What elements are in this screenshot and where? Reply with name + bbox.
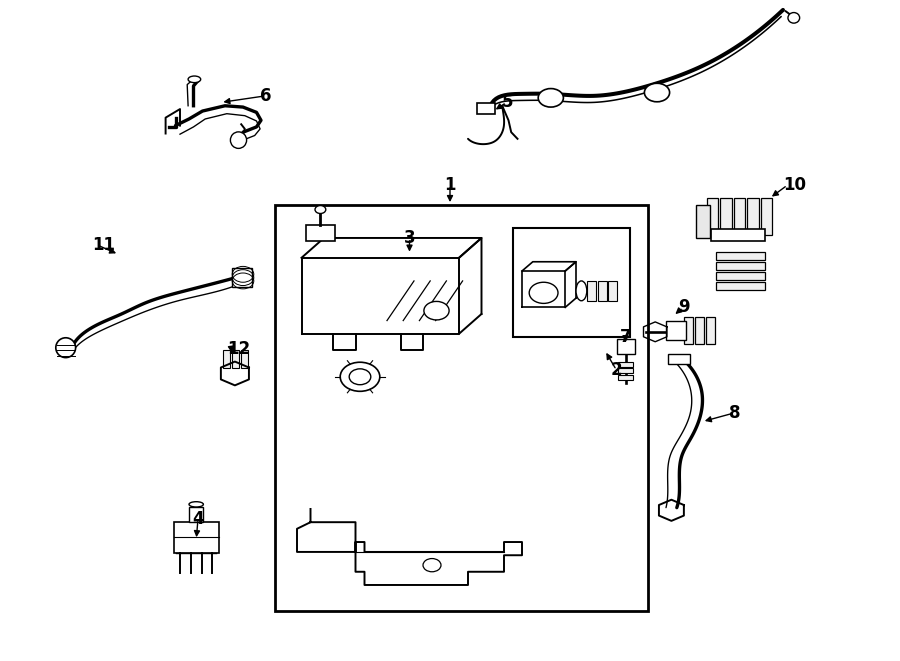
Text: 3: 3	[404, 229, 415, 247]
Text: 4: 4	[193, 510, 203, 528]
Circle shape	[340, 362, 380, 391]
Bar	[711, 229, 765, 241]
Bar	[608, 281, 617, 301]
Circle shape	[349, 369, 371, 385]
Bar	[716, 282, 765, 290]
Bar	[616, 339, 634, 354]
Text: 12: 12	[227, 340, 250, 358]
Bar	[513, 228, 630, 337]
Text: 9: 9	[679, 298, 690, 317]
Circle shape	[538, 89, 563, 107]
Text: 8: 8	[729, 404, 741, 422]
Bar	[232, 268, 252, 287]
Text: 2: 2	[611, 361, 622, 379]
Bar	[696, 205, 710, 238]
Circle shape	[424, 301, 449, 320]
Ellipse shape	[230, 132, 247, 148]
Text: 11: 11	[92, 235, 115, 254]
Text: 1: 1	[445, 176, 455, 194]
Bar	[598, 281, 607, 301]
Bar	[720, 198, 732, 235]
Bar	[477, 103, 495, 114]
Bar	[618, 368, 633, 373]
Bar	[695, 317, 704, 344]
Bar	[223, 350, 230, 368]
Text: 5: 5	[502, 93, 514, 112]
Bar	[716, 272, 765, 280]
Bar	[747, 198, 759, 235]
Bar	[706, 198, 718, 235]
Ellipse shape	[189, 502, 203, 507]
Ellipse shape	[188, 76, 201, 83]
Bar	[189, 507, 203, 522]
Bar	[587, 281, 596, 301]
Bar	[734, 198, 745, 235]
Bar	[241, 350, 248, 368]
Ellipse shape	[788, 13, 799, 23]
Circle shape	[315, 206, 326, 214]
Bar	[618, 362, 633, 367]
Bar	[232, 350, 239, 368]
Bar	[306, 225, 335, 241]
Circle shape	[529, 282, 558, 303]
Text: 7: 7	[620, 328, 631, 346]
Bar	[716, 262, 765, 270]
Bar	[666, 321, 686, 340]
Bar	[668, 354, 690, 364]
Text: 10: 10	[783, 176, 806, 194]
Bar	[618, 375, 633, 380]
Bar	[174, 522, 219, 553]
Circle shape	[423, 559, 441, 572]
Ellipse shape	[576, 281, 587, 301]
Bar	[760, 198, 772, 235]
Bar	[716, 252, 765, 260]
Circle shape	[644, 83, 670, 102]
Text: 6: 6	[260, 87, 271, 105]
Bar	[684, 317, 693, 344]
Bar	[274, 205, 648, 611]
Bar	[706, 317, 715, 344]
Ellipse shape	[56, 338, 76, 358]
